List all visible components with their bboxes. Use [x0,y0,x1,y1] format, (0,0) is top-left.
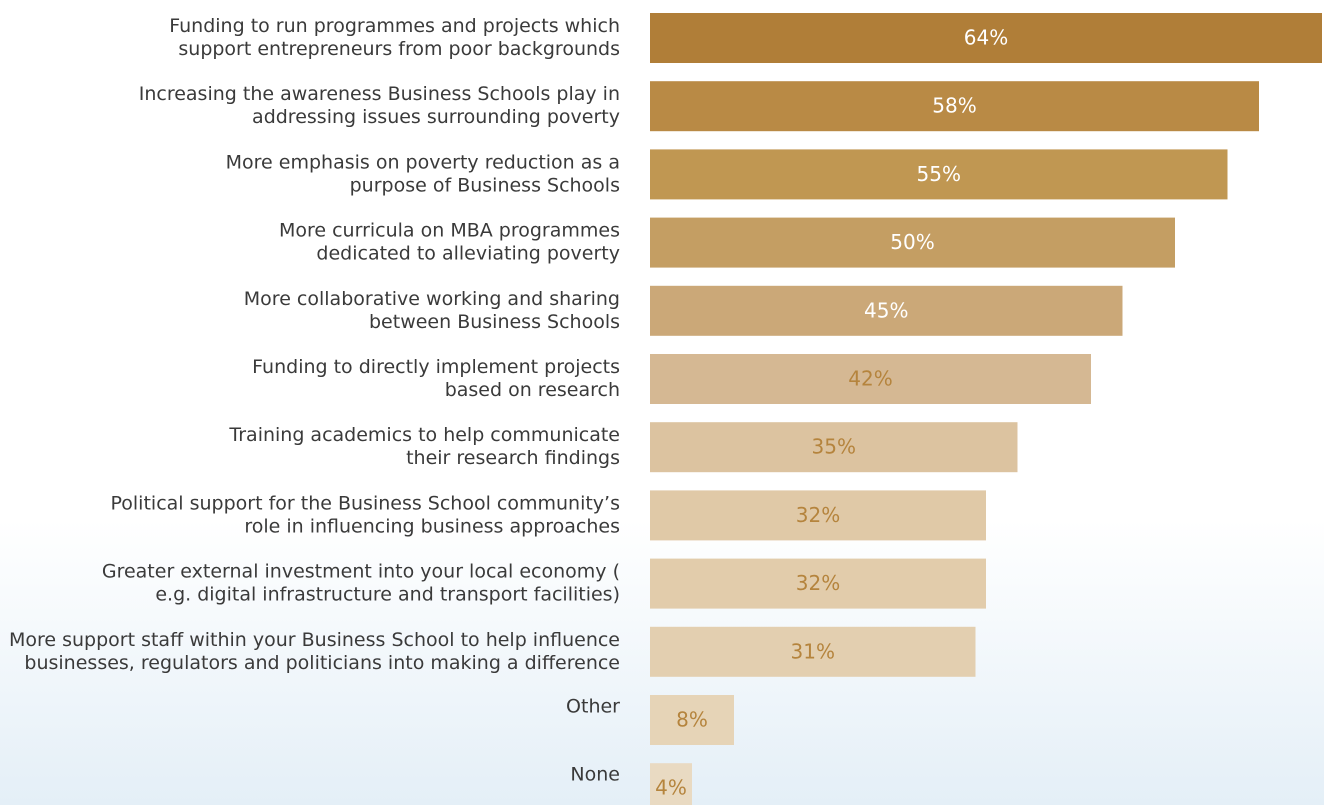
value-label: 45% [864,298,908,322]
category-label: Training academics to help communicate [228,424,620,446]
value-label: 31% [791,639,835,663]
category-label: Funding to directly implement projects [252,356,620,378]
bar [650,149,1228,200]
bar [650,695,734,745]
category-label: their research findings [406,447,620,469]
category-label: More curricula on MBA programmes [279,220,620,242]
value-label: 32% [796,503,840,527]
category-label: between Business Schools [369,311,620,333]
value-label: 32% [796,571,840,595]
value-label: 42% [848,367,892,391]
bar [650,626,976,677]
category-label: dedicated to alleviating poverty [316,243,620,265]
value-label: 58% [932,94,976,118]
category-label: businesses, regulators and politicians i… [24,652,620,674]
category-label: Political support for the Business Schoo… [111,492,621,514]
bar [650,422,1018,473]
category-label: More emphasis on poverty reduction as a [226,151,620,173]
category-label: Other [566,696,620,718]
category-label: purpose of Business Schools [350,174,620,196]
category-label: e.g. digital infrastructure and transpor… [155,584,620,606]
bar [650,558,986,609]
bar [650,763,692,805]
category-label: Increasing the awareness Business School… [139,83,620,105]
value-label: 4% [655,776,687,800]
value-label: 55% [917,162,961,186]
category-label: addressing issues surrounding poverty [252,106,620,128]
bar [650,81,1259,132]
category-label: role in influencing business approaches [244,515,620,537]
bar [650,490,986,541]
category-label: More collaborative working and sharing [244,288,620,310]
category-label: Greater external investment into your lo… [102,561,620,583]
value-label: 64% [964,26,1008,50]
bar [650,13,1322,63]
category-label: More support staff within your Business … [9,629,620,651]
value-label: 50% [890,230,934,254]
bar [650,354,1091,404]
bar [650,285,1123,336]
category-label: Funding to run programmes and projects w… [169,15,620,37]
value-label: 8% [676,708,708,732]
category-label: based on research [445,379,620,401]
bar [650,217,1175,268]
value-label: 35% [812,435,856,459]
category-label: support entrepreneurs from poor backgrou… [178,38,620,60]
category-label: None [570,764,620,786]
